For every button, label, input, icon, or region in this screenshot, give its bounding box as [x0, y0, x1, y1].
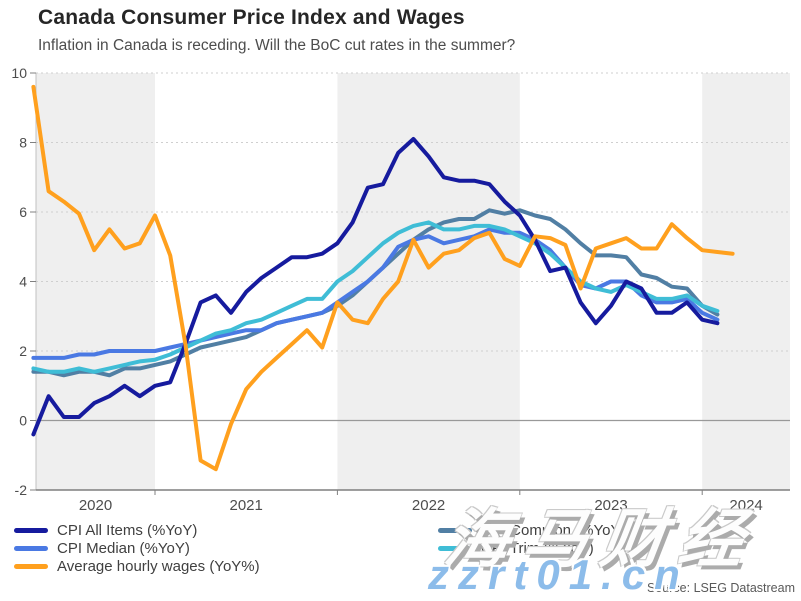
svg-text:2021: 2021 — [230, 497, 263, 514]
legend-swatch-average-hourly-wages-icon — [14, 563, 48, 569]
legend-item-cpi-common: CPI Common (%YoY) — [438, 521, 626, 539]
page-subtitle: Inflation in Canada is receding. Will th… — [38, 37, 516, 54]
legend-label-cpi-all-items: CPI All Items (%YoY) — [57, 521, 198, 539]
legend-swatch-cpi-all-items-icon — [14, 527, 48, 533]
series-line-2 — [31, 227, 720, 360]
svg-text:8: 8 — [19, 135, 27, 151]
svg-text:2: 2 — [19, 343, 27, 359]
legend-swatch-cpi-trim-icon — [438, 545, 472, 551]
legend-item-average-hourly-wages: Average hourly wages (YoY%) — [14, 557, 260, 575]
page-title: Canada Consumer Price Index and Wages — [38, 6, 465, 29]
legend-item-cpi-all-items: CPI All Items (%YoY) — [14, 521, 197, 539]
svg-text:10: 10 — [11, 65, 27, 81]
legend-swatch-cpi-median-icon — [14, 545, 48, 551]
svg-text:0: 0 — [19, 413, 27, 429]
legend-item-cpi-trim: CPI Trim (%YoY) — [438, 539, 594, 557]
svg-text:4: 4 — [19, 274, 27, 290]
source-attribution: Source: LSEG Datastream — [647, 581, 795, 595]
svg-text:-2: -2 — [15, 482, 28, 498]
svg-text:2020: 2020 — [79, 497, 112, 514]
chart-legend: CPI All Items (%YoY) CPI Median (%YoY) A… — [0, 518, 801, 578]
series-line-3 — [31, 84, 735, 472]
svg-text:6: 6 — [19, 204, 27, 220]
legend-item-cpi-median: CPI Median (%YoY) — [14, 539, 190, 557]
svg-text:2024: 2024 — [729, 497, 762, 514]
legend-label-cpi-median: CPI Median (%YoY) — [57, 539, 190, 557]
svg-text:2023: 2023 — [594, 497, 627, 514]
legend-label-cpi-trim: CPI Trim (%YoY) — [481, 539, 594, 557]
series-line-5 — [31, 220, 720, 374]
legend-label-average-hourly-wages: Average hourly wages (YoY%) — [57, 557, 260, 575]
legend-label-cpi-common: CPI Common (%YoY) — [481, 521, 626, 539]
series-line-1 — [31, 137, 720, 437]
svg-text:2022: 2022 — [412, 497, 445, 514]
legend-swatch-cpi-common-icon — [438, 527, 472, 533]
